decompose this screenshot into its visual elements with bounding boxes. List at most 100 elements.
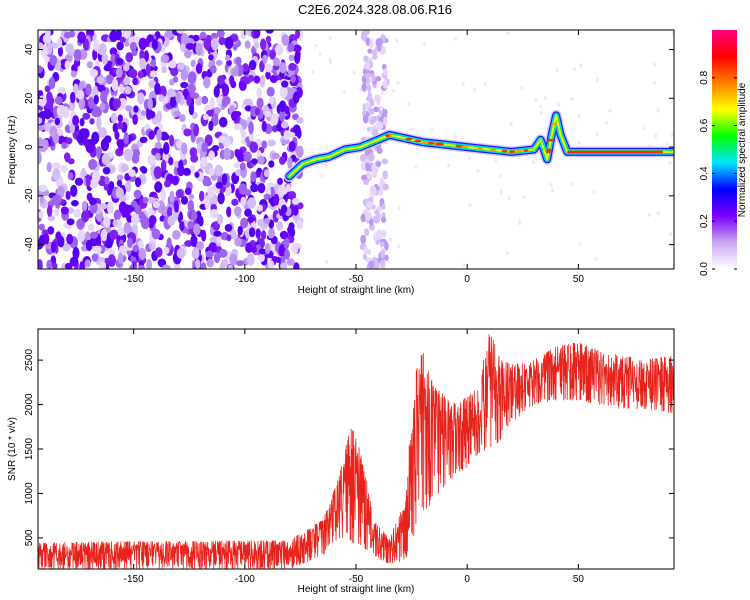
noise-blob bbox=[384, 241, 389, 251]
noise-blob bbox=[116, 121, 124, 130]
noise-blob bbox=[518, 221, 522, 226]
noise-blob bbox=[235, 56, 242, 66]
noise-blob bbox=[203, 179, 212, 187]
noise-blob bbox=[608, 108, 612, 113]
noise-blob bbox=[151, 228, 161, 240]
noise-blob bbox=[222, 138, 231, 148]
noise-blob bbox=[138, 264, 145, 269]
noise-blob bbox=[668, 160, 672, 165]
noise-blob bbox=[148, 130, 155, 140]
noise-blob bbox=[132, 244, 140, 253]
noise-blob bbox=[328, 35, 332, 40]
noise-blob bbox=[224, 224, 233, 232]
noise-blob bbox=[81, 200, 88, 212]
noise-blob bbox=[507, 196, 511, 201]
noise-blob bbox=[261, 120, 267, 132]
noise-blob bbox=[109, 30, 118, 42]
noise-blob bbox=[169, 190, 175, 204]
noise-blob bbox=[240, 130, 247, 139]
noise-blob bbox=[200, 262, 207, 269]
noise-blob bbox=[534, 97, 538, 102]
noise-blob bbox=[248, 121, 254, 135]
noise-blob bbox=[62, 242, 71, 252]
top-y-tick-label: 0 bbox=[24, 144, 35, 150]
noise-blob bbox=[218, 116, 228, 128]
noise-blob bbox=[195, 42, 203, 56]
noise-blob bbox=[244, 40, 251, 49]
noise-blob bbox=[245, 242, 253, 254]
noise-blob bbox=[148, 207, 155, 215]
noise-blob bbox=[225, 36, 234, 50]
noise-blob bbox=[476, 168, 480, 173]
noise-blob bbox=[257, 155, 265, 165]
noise-blob bbox=[241, 119, 248, 130]
colorbar-tick-label: 0.4 bbox=[699, 166, 710, 180]
noise-blob bbox=[365, 37, 371, 47]
noise-blob bbox=[47, 226, 55, 235]
noise-blob bbox=[383, 116, 388, 126]
noise-blob bbox=[328, 57, 332, 62]
noise-blob bbox=[67, 158, 75, 165]
noise-blob bbox=[263, 218, 270, 225]
noise-blob bbox=[54, 117, 61, 126]
noise-blob bbox=[396, 81, 400, 86]
noise-blob bbox=[376, 120, 384, 131]
noise-blob bbox=[154, 141, 162, 150]
ridge-peak bbox=[551, 122, 557, 126]
noise-blob bbox=[279, 255, 286, 265]
noise-blob bbox=[364, 162, 370, 169]
noise-blob bbox=[219, 262, 226, 269]
noise-blob bbox=[505, 251, 509, 256]
noise-blob bbox=[369, 98, 375, 107]
noise-blob bbox=[256, 204, 263, 212]
noise-blob bbox=[57, 235, 65, 248]
noise-blob bbox=[288, 222, 295, 230]
bottom-y-axis-label: SNR (10 * v/v) bbox=[7, 417, 18, 481]
noise-blob bbox=[253, 75, 261, 84]
noise-blob bbox=[468, 202, 472, 207]
noise-blob bbox=[461, 81, 465, 86]
noise-blob bbox=[202, 113, 209, 121]
colorbar-tick-label: 0.2 bbox=[699, 214, 710, 228]
noise-blob bbox=[205, 250, 214, 258]
noise-blob bbox=[652, 80, 656, 85]
noise-blob bbox=[211, 144, 220, 152]
noise-blob bbox=[364, 72, 371, 79]
noise-blob bbox=[147, 97, 153, 110]
noise-blob bbox=[158, 94, 165, 102]
noise-blob bbox=[549, 182, 553, 187]
noise-blob bbox=[38, 117, 43, 125]
noise-blob bbox=[171, 175, 179, 186]
noise-blob bbox=[318, 51, 322, 56]
noise-blob bbox=[160, 188, 167, 202]
noise-blob bbox=[595, 78, 599, 83]
noise-blob bbox=[247, 216, 255, 223]
noise-blob bbox=[57, 46, 63, 57]
noise-blob bbox=[380, 249, 386, 259]
noise-blob bbox=[65, 43, 75, 54]
noise-blob bbox=[140, 109, 147, 116]
noise-blob bbox=[237, 225, 243, 236]
spectrogram-heatmap bbox=[38, 30, 674, 269]
noise-blob bbox=[373, 261, 380, 269]
noise-blob bbox=[532, 160, 536, 165]
noise-blob bbox=[243, 151, 252, 163]
noise-blob bbox=[207, 185, 215, 199]
noise-blob bbox=[52, 167, 61, 181]
noise-blob bbox=[238, 183, 248, 195]
bottom-x-tick-label: -150 bbox=[124, 574, 144, 585]
noise-blob bbox=[217, 75, 225, 86]
noise-blob bbox=[375, 75, 382, 82]
noise-blob bbox=[216, 214, 224, 225]
noise-blob bbox=[221, 173, 228, 186]
noise-blob bbox=[116, 227, 126, 236]
noise-blob bbox=[134, 177, 142, 188]
noise-blob bbox=[180, 81, 189, 89]
noise-blob bbox=[104, 135, 112, 144]
noise-blob bbox=[38, 95, 47, 107]
noise-blob bbox=[422, 41, 426, 46]
noise-blob bbox=[255, 107, 261, 116]
noise-blob bbox=[73, 83, 79, 95]
noise-blob bbox=[320, 173, 324, 178]
noise-blob bbox=[268, 227, 275, 239]
